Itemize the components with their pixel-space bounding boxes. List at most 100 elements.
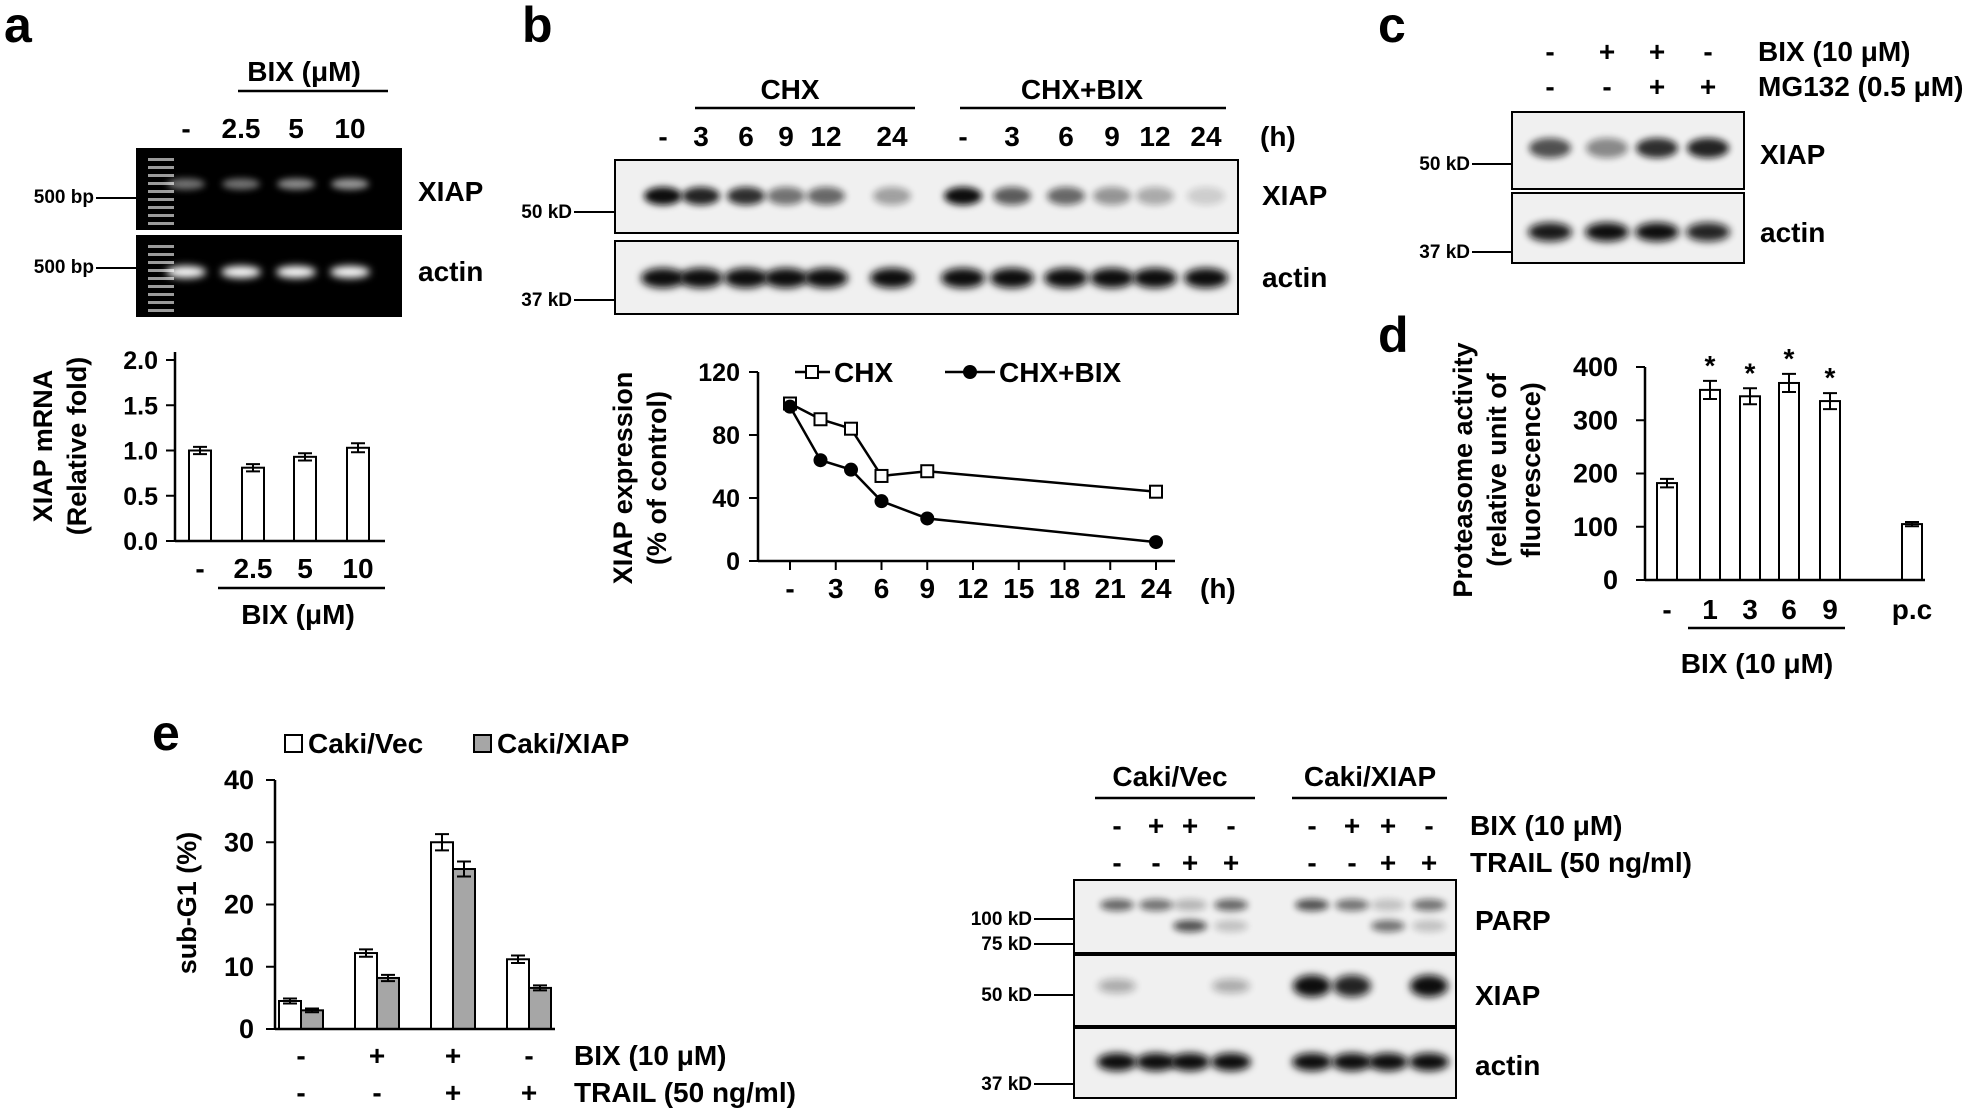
blot-band-xiap <box>807 187 845 205</box>
bar-caki-vec <box>430 841 454 1030</box>
blot-band-parp-full <box>1335 899 1369 911</box>
panel-b-lane-label: 12 <box>810 121 841 152</box>
panel-b-letter: b <box>522 0 553 53</box>
significance-star: * <box>1745 357 1756 388</box>
x-tick-label: - <box>785 573 794 604</box>
treatment-sign: - <box>1545 71 1554 102</box>
bar-caki-vec <box>354 952 378 1030</box>
blot-band-actin <box>1528 222 1572 242</box>
y-tick-label: 0.0 <box>123 528 158 556</box>
error-bar <box>1703 379 1717 400</box>
panel-b-lane-label: 24 <box>876 121 908 152</box>
x-tick-label: 24 <box>1140 573 1172 604</box>
panel-e-legend-xiap: Caki/XIAP <box>497 728 629 759</box>
treatment-sign: + <box>521 1077 537 1108</box>
error-bar <box>283 997 297 1005</box>
y-tick-label: 20 <box>224 890 254 920</box>
treatment-sign: + <box>445 1040 461 1071</box>
treatment-sign: + <box>1649 71 1665 102</box>
panel-b-row-label-actin: actin <box>1262 262 1327 293</box>
blot-band-parp-full <box>1214 899 1248 911</box>
y-tick-label: 40 <box>224 765 254 795</box>
panel-b-marker-37: 37 kD <box>521 290 572 311</box>
panel-a-marker-xiap: 500 bp <box>34 187 94 208</box>
panel-e-blot: Caki/Vec Caki/XIAP - + + - - + + -- - + + - - + + BIX … <box>971 761 1692 1099</box>
panel-e-letter: e <box>152 705 180 761</box>
y-tick-label: 30 <box>224 827 254 857</box>
x-tick-label: 10 <box>342 553 373 584</box>
treatment-sign: - <box>1307 847 1316 878</box>
panel-b-lane-label: 6 <box>1058 121 1074 152</box>
error-bar <box>511 954 525 965</box>
panel-b-ylabel-1: XIAP expression <box>608 372 638 585</box>
panel-b-xlabel: (h) <box>1200 573 1236 604</box>
ladder-band <box>148 285 174 288</box>
panel-d-ylabel-2: (relative unit of <box>1482 372 1512 567</box>
data-point-chx <box>844 421 858 436</box>
panel-e-legend: Caki/Vec Caki/XIAP <box>284 728 629 759</box>
panel-d: d 0 100 200 300 400 * * * * -1 3 6 9 p.c Proteasome… <box>1378 307 1932 679</box>
treatment-sign: - <box>372 1077 381 1108</box>
panel-e-treatment-bix: BIX (10 μM) <box>574 1040 726 1071</box>
panel-a-gel-top <box>136 148 402 230</box>
data-point-chx <box>1149 484 1163 499</box>
gel-band-xiap <box>167 178 205 190</box>
bar <box>1901 523 1923 582</box>
treatment-sign: - <box>524 1040 533 1071</box>
series-line-chx <box>789 402 1157 493</box>
ladder-band <box>148 301 174 304</box>
x-tick-label: 1 <box>1702 594 1718 625</box>
treatment-sign: + <box>1344 810 1360 841</box>
y-tick-label: 200 <box>1573 459 1618 489</box>
panel-e-blot-row-label-parp: PARP <box>1475 905 1551 936</box>
treatment-sign: - <box>1112 847 1121 878</box>
panel-b-lane-label: 9 <box>1104 121 1120 152</box>
panel-b-legend: CHX CHX+BIX <box>795 357 1121 388</box>
panel-b-legend-chxbix: CHX+BIX <box>999 357 1121 388</box>
panel-e-legend-swatch-xiap <box>473 734 492 753</box>
panel-e-blot-marker-75: 75 kD <box>981 934 1032 955</box>
panel-a-chart: 0.0 0.5 1.0 1.5 2.0 -2.5 5 10 XIAP mRNA (Relat… <box>28 347 385 630</box>
panel-a-xlabel: BIX (μM) <box>241 599 355 630</box>
bar <box>346 446 370 542</box>
panel-b-lane-label: 24 <box>1190 121 1222 152</box>
blot-band-xiap <box>1187 187 1225 205</box>
ladder-band <box>148 166 174 169</box>
error-bar <box>1823 392 1837 411</box>
treatment-sign: + <box>1380 847 1396 878</box>
blot-band-actin <box>1635 222 1679 242</box>
panel-c-signs: - + + - - - + + <box>1545 36 1716 102</box>
treatment-sign: - <box>1226 810 1235 841</box>
blot-band-xiap <box>644 187 682 205</box>
blot-band-xiap <box>1047 187 1085 205</box>
treatment-sign: - <box>296 1040 305 1071</box>
gel-band-actin <box>166 266 206 278</box>
blot-band-xiap <box>873 187 911 205</box>
x-tick-label: - <box>1662 594 1671 625</box>
blot-band-actin <box>941 268 985 288</box>
x-tick-label: 6 <box>1781 594 1797 625</box>
y-tick-label: 100 <box>1573 512 1618 542</box>
panel-e-ylabel: sub-G1 (%) <box>172 832 202 975</box>
blot-band-actin <box>1090 268 1134 288</box>
data-point-chxbix <box>1149 535 1163 550</box>
panel-b-ylabel-2: (% of control) <box>642 391 672 565</box>
x-tick-label: 3 <box>828 573 844 604</box>
blot-band-actin <box>990 268 1034 288</box>
treatment-sign: + <box>1700 71 1716 102</box>
y-tick-label: 1.5 <box>123 392 158 420</box>
blot-band-parp-cleaved <box>1412 920 1446 932</box>
treatment-sign: - <box>1307 810 1316 841</box>
data-point-chxbix <box>813 453 828 468</box>
panel-b-series <box>783 396 1163 550</box>
error-bar <box>457 860 471 878</box>
y-tick-label: 0 <box>1603 565 1618 595</box>
blot-band-actin <box>1170 1053 1210 1071</box>
treatment-sign: - <box>1151 847 1160 878</box>
y-tick-label: 400 <box>1573 352 1618 382</box>
panel-d-ylabel-3: fluorescence) <box>1516 382 1546 558</box>
error-bar <box>533 984 547 992</box>
x-tick-label: 3 <box>1742 594 1758 625</box>
panel-b-lane-label: 12 <box>1139 121 1170 152</box>
